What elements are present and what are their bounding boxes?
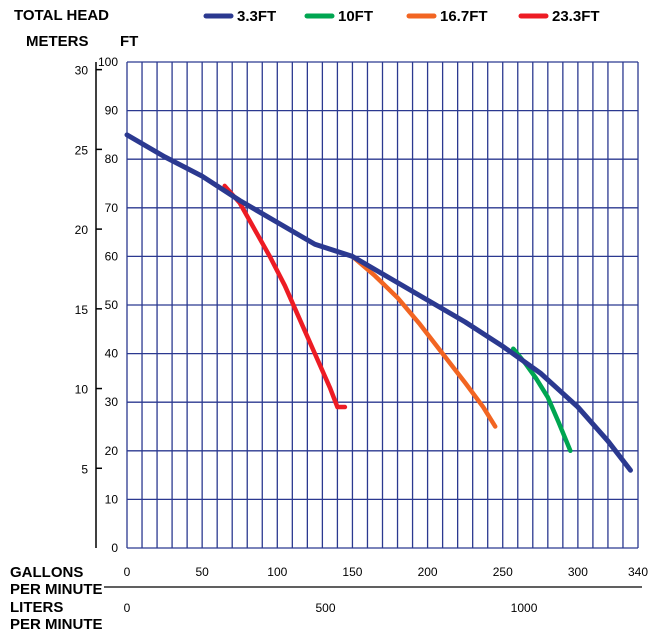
x-label-per-minute-lpm: PER MINUTE <box>10 616 103 633</box>
x-label-liters: LITERS <box>10 599 63 616</box>
y-tick-m: 5 <box>81 462 88 476</box>
series-line-10ft <box>511 346 573 454</box>
series-lines <box>124 132 633 473</box>
y-tick-ft: 90 <box>105 104 119 118</box>
x-tick-lpm: 0 <box>124 601 131 615</box>
y-tick-ft: 30 <box>105 395 119 409</box>
legend: 3.3FT 10FT 16.7FT 23.3FT <box>203 8 600 25</box>
y-tick-ft: 70 <box>105 201 119 215</box>
x-tick-gpm: 0 <box>124 565 131 579</box>
header-meters: METERS <box>26 33 89 50</box>
y-tick-m: 15 <box>75 303 89 317</box>
legend-label: 3.3FT <box>237 8 276 25</box>
y-tick-ft: 20 <box>105 444 119 458</box>
x-tick-gpm: 340 <box>628 565 648 579</box>
y-tick-m: 20 <box>75 223 89 237</box>
legend-label: 10FT <box>338 8 373 25</box>
legend-label: 23.3FT <box>552 8 600 25</box>
x-tick-lpm: 500 <box>316 601 336 615</box>
series-line-16-7ft <box>350 254 498 429</box>
x-label-per-minute-gpm: PER MINUTE <box>10 581 103 598</box>
header-ft: FT <box>120 33 138 50</box>
y-tick-ft: 0 <box>111 541 118 555</box>
x-tick-gpm: 50 <box>195 565 209 579</box>
y-tick-ft: 10 <box>105 492 119 506</box>
x-tick-lpm: 1000 <box>511 601 538 615</box>
x-label-gallons: GALLONS <box>10 564 83 581</box>
header-total-head: TOTAL HEAD <box>14 7 109 24</box>
y-tick-ft: 100 <box>98 55 118 69</box>
y-tick-m: 25 <box>75 143 89 157</box>
y-tick-m: 30 <box>75 64 89 78</box>
series-line-3-3ft <box>124 132 633 473</box>
series-line-23-3ft <box>222 183 348 410</box>
y-tick-ft: 80 <box>105 152 119 166</box>
grid <box>126 61 639 549</box>
x-tick-gpm: 250 <box>493 565 513 579</box>
x-tick-gpm: 100 <box>267 565 287 579</box>
x-tick-gpm: 200 <box>418 565 438 579</box>
y-tick-ft: 40 <box>105 347 119 361</box>
y-tick-ft: 50 <box>105 298 119 312</box>
legend-label: 16.7FT <box>440 8 488 25</box>
x-tick-gpm: 150 <box>342 565 362 579</box>
y-tick-ft: 60 <box>105 249 119 263</box>
x-tick-gpm: 300 <box>568 565 588 579</box>
y-tick-m: 10 <box>75 383 89 397</box>
